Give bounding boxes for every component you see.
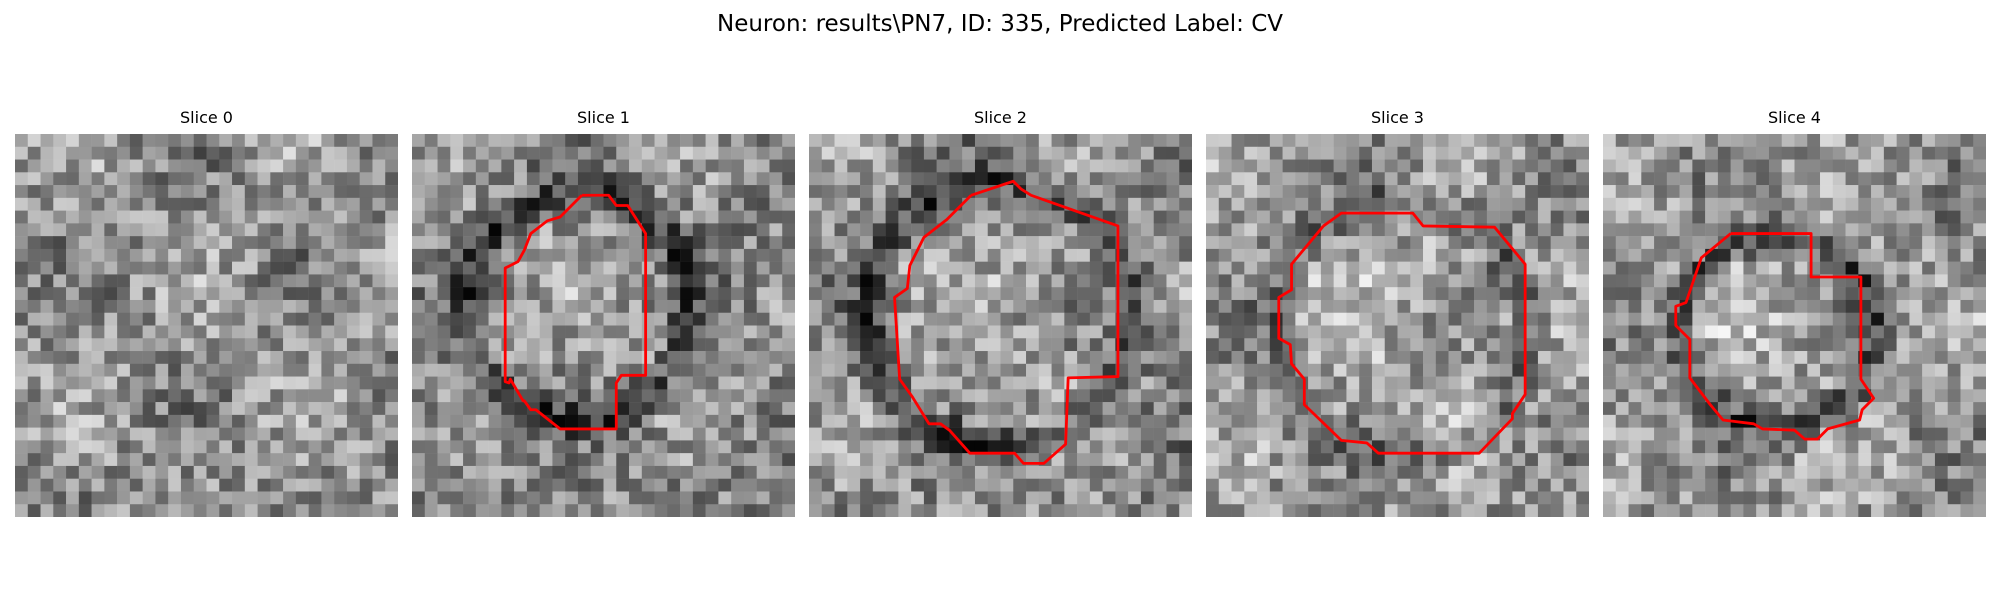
slice-title-4: Slice 4 [1768, 108, 1821, 127]
slice-title-0: Slice 0 [180, 108, 233, 127]
slice-panel-1: Slice 1 [412, 108, 795, 520]
slice-panel-2: Slice 2 [809, 108, 1192, 520]
slice-pixels-0 [15, 134, 398, 517]
slice-pixels-4 [1603, 134, 1986, 517]
slice-title-2: Slice 2 [974, 108, 1027, 127]
contour-outline-4 [1674, 232, 1876, 441]
slice-title-1: Slice 1 [577, 108, 630, 127]
slice-image-1 [412, 134, 795, 517]
slice-pixels-3 [1206, 134, 1589, 517]
slice-image-3 [1206, 134, 1589, 517]
contour-outline-3 [1277, 211, 1527, 455]
slice-pixels-2 [809, 134, 1192, 517]
figure-title: Neuron: results\PN7, ID: 335, Predicted … [717, 11, 1283, 37]
slice-panel-0: Slice 0 [15, 108, 398, 520]
slice-image-4 [1603, 134, 1986, 517]
slice-panel-3: Slice 3 [1206, 108, 1589, 520]
slice-image-0 [15, 134, 398, 517]
slice-panel-4: Slice 4 [1603, 108, 1986, 520]
slice-title-3: Slice 3 [1371, 108, 1424, 127]
slice-image-2 [809, 134, 1192, 517]
contour-outline-1 [503, 193, 648, 431]
contour-outline-2 [893, 179, 1120, 465]
slice-pixels-1 [412, 134, 795, 517]
